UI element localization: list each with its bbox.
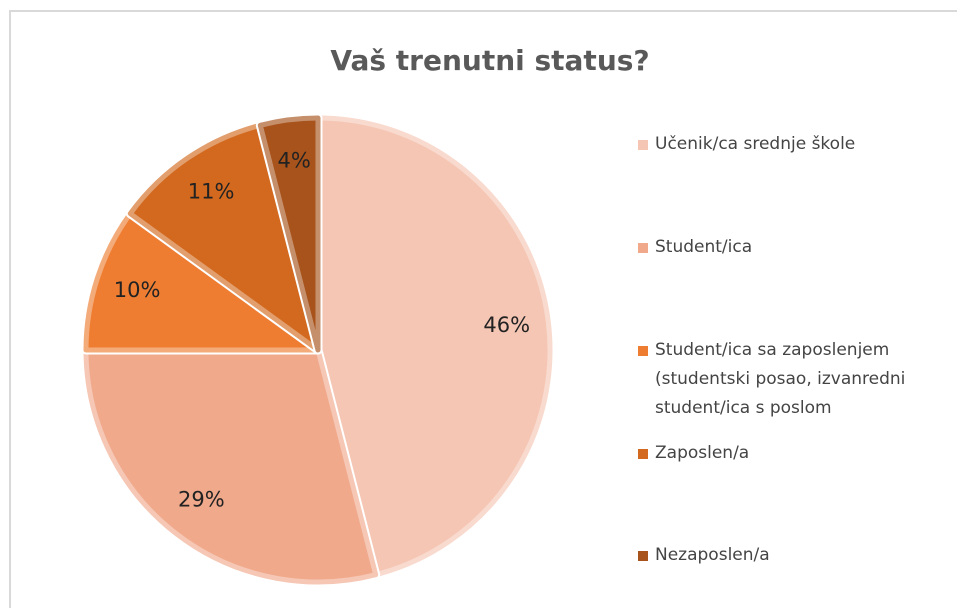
legend-label: Nezaposlen/a xyxy=(655,545,770,565)
legend-entry: Nezaposlen/a xyxy=(638,541,953,570)
legend-label: Student/ica xyxy=(655,237,753,257)
legend-swatch xyxy=(638,551,648,561)
legend-swatch xyxy=(638,140,648,150)
legend-swatch xyxy=(638,346,648,356)
data-label: 11% xyxy=(188,180,235,204)
data-label: 4% xyxy=(277,148,310,172)
data-label: 46% xyxy=(483,313,530,337)
legend-label: Učenik/ca srednje škole xyxy=(655,134,856,154)
legend-entry: Student/ica sa zaposlenjem (studentski p… xyxy=(638,336,953,423)
legend-entry: Zaposlen/a xyxy=(638,439,953,468)
legend-swatch xyxy=(638,449,648,459)
data-label: 10% xyxy=(114,278,161,302)
data-label: 29% xyxy=(178,487,225,511)
chart-title: Vaš trenutni status? xyxy=(330,44,649,77)
legend-entry: Student/ica xyxy=(638,233,953,262)
legend-entry: Učenik/ca srednje škole xyxy=(638,130,953,159)
legend-swatch xyxy=(638,243,648,253)
legend-label: Zaposlen/a xyxy=(655,443,750,463)
legend-label: Student/ica sa zaposlenjem (studentski p… xyxy=(655,340,906,418)
pie-slice xyxy=(83,347,379,585)
pie-slice xyxy=(315,115,553,578)
pie-slice xyxy=(257,115,321,353)
pie-slice xyxy=(83,211,321,353)
